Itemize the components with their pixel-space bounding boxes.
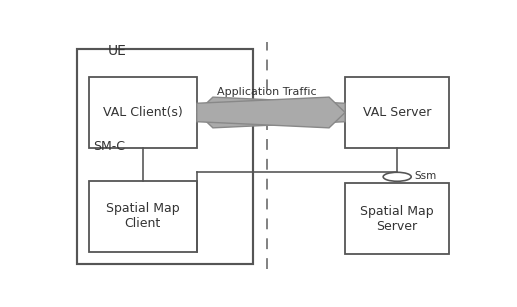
Text: Spatial Map
Server: Spatial Map Server xyxy=(360,205,434,233)
Text: Ssm: Ssm xyxy=(415,171,437,181)
Bar xyxy=(345,77,449,148)
Text: VAL Server: VAL Server xyxy=(363,106,431,119)
Text: SM-C: SM-C xyxy=(93,140,125,153)
Polygon shape xyxy=(197,97,345,128)
Text: UE: UE xyxy=(107,44,126,58)
Polygon shape xyxy=(197,97,345,128)
Bar xyxy=(345,183,449,254)
Bar xyxy=(89,77,197,148)
Text: Spatial Map
Client: Spatial Map Client xyxy=(106,203,179,231)
Text: VAL Client(s): VAL Client(s) xyxy=(103,106,183,119)
Ellipse shape xyxy=(383,172,411,181)
Bar xyxy=(89,181,197,252)
Bar xyxy=(77,49,253,264)
Text: Application Traffic: Application Traffic xyxy=(217,87,317,97)
